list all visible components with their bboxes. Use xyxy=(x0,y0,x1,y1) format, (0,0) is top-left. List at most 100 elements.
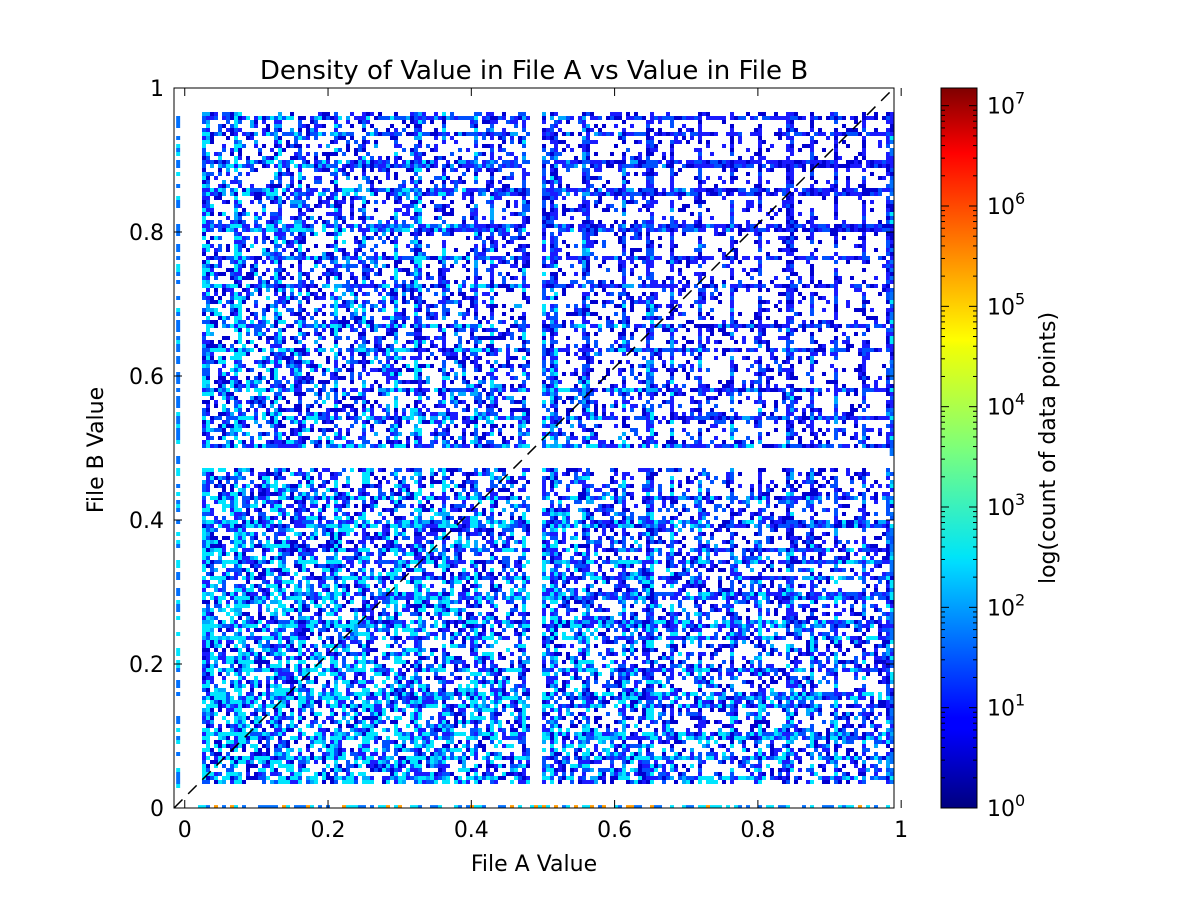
heatmap-cell xyxy=(242,652,246,656)
heatmap-cell xyxy=(202,156,206,160)
heatmap-cell xyxy=(282,236,286,240)
heatmap-cell xyxy=(206,324,210,328)
heatmap-cell xyxy=(286,196,290,200)
heatmap-cell xyxy=(222,116,226,120)
heatmap-cell xyxy=(238,740,242,744)
heatmap-cell xyxy=(210,528,214,532)
heatmap-cell xyxy=(282,516,286,520)
heatmap-cell xyxy=(394,508,398,512)
heatmap-cell xyxy=(346,776,350,780)
heatmap-cell xyxy=(322,420,326,424)
heatmap-cell xyxy=(322,336,326,340)
heatmap-cell xyxy=(266,624,270,628)
heatmap-cell xyxy=(386,748,390,752)
heatmap-cell xyxy=(210,628,214,632)
heatmap-cell xyxy=(246,288,250,292)
heatmap-cell xyxy=(274,744,278,748)
heatmap-cell xyxy=(202,280,206,284)
heatmap-cell xyxy=(238,732,242,736)
heatmap-cell xyxy=(394,748,398,752)
heatmap-cell xyxy=(314,232,318,236)
heatmap-cell xyxy=(310,516,314,520)
heatmap-cell xyxy=(274,652,278,656)
heatmap-cell xyxy=(202,536,206,540)
heatmap-cell xyxy=(366,160,370,164)
heatmap-cell xyxy=(218,688,222,692)
heatmap-cell xyxy=(254,696,258,700)
heatmap-cell xyxy=(234,324,238,328)
heatmap-cell xyxy=(358,228,362,232)
heatmap-cell xyxy=(374,256,378,260)
heatmap-cell xyxy=(394,468,398,472)
heatmap-cell xyxy=(298,648,302,652)
heatmap-cell xyxy=(378,160,382,164)
heatmap-cell xyxy=(382,712,386,716)
heatmap-cell xyxy=(218,124,222,128)
heatmap-cell xyxy=(394,376,398,380)
heatmap-cell xyxy=(258,348,262,352)
heatmap-cell xyxy=(230,112,234,116)
heatmap-cell xyxy=(274,760,278,764)
heatmap-cell xyxy=(322,568,326,572)
heatmap-cell xyxy=(218,656,222,660)
heatmap-cell xyxy=(370,132,374,136)
heatmap-cell xyxy=(230,424,234,428)
heatmap-cell xyxy=(362,672,366,676)
heatmap-cell xyxy=(274,340,278,344)
heatmap-cell xyxy=(374,668,378,672)
heatmap-cell xyxy=(258,520,262,524)
heatmap-cell xyxy=(258,756,262,760)
heatmap-cell xyxy=(322,384,326,388)
heatmap-cell xyxy=(354,296,358,300)
heatmap-cell xyxy=(286,380,290,384)
heatmap-cell xyxy=(338,168,342,172)
heatmap-cell xyxy=(334,556,338,560)
heatmap-cell xyxy=(382,252,386,256)
heatmap-cell xyxy=(334,276,338,280)
heatmap-cell xyxy=(350,216,354,220)
heatmap-cell xyxy=(330,376,334,380)
heatmap-cell xyxy=(222,620,226,624)
heatmap-cell xyxy=(278,144,282,148)
heatmap-cell xyxy=(258,292,262,296)
heatmap-cell xyxy=(326,268,330,272)
heatmap-cell xyxy=(234,540,238,544)
heatmap-cell xyxy=(250,444,254,448)
heatmap-cell xyxy=(210,140,214,144)
heatmap-cell xyxy=(374,188,378,192)
heatmap-cell xyxy=(314,164,318,168)
heatmap-cell xyxy=(246,388,250,392)
heatmap-cell xyxy=(390,684,394,688)
heatmap-cell xyxy=(310,620,314,624)
heatmap-cell xyxy=(266,224,270,228)
heatmap-cell xyxy=(278,268,282,272)
heatmap-cell xyxy=(374,128,378,132)
heatmap-cell xyxy=(282,284,286,288)
heatmap-cell xyxy=(226,420,230,424)
heatmap-cell xyxy=(294,500,298,504)
heatmap-cell xyxy=(354,176,358,180)
heatmap-cell xyxy=(210,224,214,228)
heatmap-cell xyxy=(370,112,374,116)
heatmap-cell xyxy=(334,120,338,124)
heatmap-cell xyxy=(374,704,378,708)
heatmap-cell xyxy=(386,236,390,240)
heatmap-cell xyxy=(246,496,250,500)
heatmap-cell xyxy=(206,704,210,708)
heatmap-cell xyxy=(210,664,214,668)
heatmap-cell xyxy=(202,488,206,492)
heatmap-cell xyxy=(366,556,370,560)
heatmap-cell xyxy=(362,156,366,160)
heatmap-cell xyxy=(206,652,210,656)
heatmap-cell xyxy=(310,756,314,760)
heatmap-cell xyxy=(206,384,210,388)
heatmap-cell xyxy=(262,472,266,476)
heatmap-cell xyxy=(366,756,370,760)
heatmap-cell xyxy=(310,132,314,136)
heatmap-cell xyxy=(334,228,338,232)
heatmap-cell xyxy=(338,324,342,328)
heatmap-cell xyxy=(378,488,382,492)
heatmap-cell xyxy=(306,224,310,228)
heatmap-cell xyxy=(362,244,366,248)
heatmap-cell xyxy=(326,772,330,776)
